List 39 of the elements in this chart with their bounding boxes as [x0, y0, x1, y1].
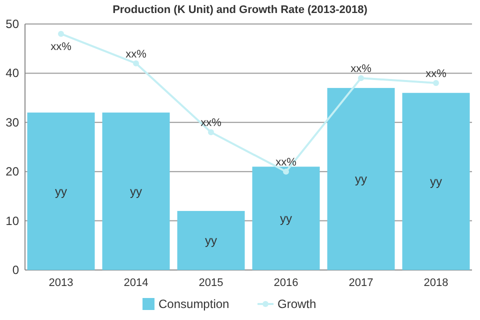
point: [283, 168, 289, 175]
data-label: xx%: [276, 156, 297, 169]
data-label: xx%: [350, 63, 372, 76]
data-label: yy: [130, 184, 142, 198]
chart-title: Production (K Unit) and Growth Rate (2013-2018): [112, 4, 368, 16]
point: [358, 75, 364, 82]
x-tick-label: 2018: [424, 277, 448, 289]
legend-label: Consumption: [158, 297, 230, 311]
bar: [177, 210, 245, 270]
x-tick-label: 2013: [48, 277, 74, 289]
data-label: xx%: [50, 40, 72, 53]
data-label: yy: [355, 172, 367, 186]
data-label: xx%: [126, 48, 147, 60]
x-tick-label: 2015: [198, 277, 224, 289]
x-tick-label: 2014: [124, 277, 148, 289]
bar: [252, 166, 320, 270]
data-label: yy: [205, 233, 217, 248]
bar: [327, 88, 395, 270]
data-label: xx%: [426, 68, 447, 80]
y-tick-label: 40: [6, 66, 20, 80]
y-tick-label: 0: [12, 263, 20, 277]
point: [133, 60, 139, 66]
x-tick-label: 2016: [274, 277, 298, 289]
data-label: yy: [430, 174, 442, 188]
data-label: yy: [55, 184, 67, 198]
x-tick-label: 2017: [348, 277, 374, 289]
y-tick-label: 10: [6, 214, 20, 228]
bar: [27, 112, 95, 270]
bar: [402, 92, 470, 270]
data-label: yy: [280, 211, 292, 226]
y-tick-label: 30: [6, 115, 20, 130]
point: [58, 30, 64, 37]
point: [208, 129, 214, 136]
bar: [102, 112, 170, 270]
point: [433, 80, 439, 86]
y-tick-label: 20: [6, 164, 20, 179]
legend-label: Growth: [278, 297, 316, 311]
y-tick-label: 50: [6, 17, 20, 31]
data-label: xx%: [200, 117, 222, 130]
